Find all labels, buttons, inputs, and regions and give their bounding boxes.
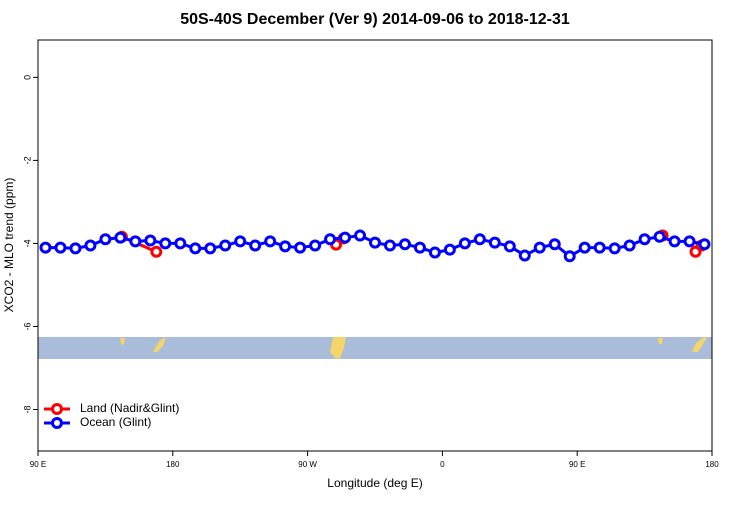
data-point: [279, 240, 292, 253]
data-point: [518, 249, 531, 262]
x-tick-label: 90 E: [569, 460, 585, 469]
data-point: [324, 233, 337, 246]
data-point: [369, 236, 381, 249]
data-point: [354, 229, 367, 242]
data-point: [204, 242, 217, 255]
data-point: [99, 233, 112, 246]
data-point: [638, 233, 651, 246]
data-point: [144, 234, 157, 247]
data-point: [548, 238, 561, 251]
x-tick-label: 0: [440, 460, 445, 469]
data-point: [623, 239, 636, 252]
legend-label: Ocean (Glint): [80, 415, 151, 429]
data-point: [39, 241, 52, 254]
data-point: [428, 246, 441, 259]
data-point: [488, 236, 501, 249]
data-point: [150, 245, 163, 258]
data-point: [129, 235, 142, 248]
chart-title: 50S-40S December (Ver 9) 2014-09-06 to 2…: [180, 11, 570, 28]
data-point: [339, 231, 352, 244]
data-point: [578, 241, 591, 254]
map-strip: [38, 337, 712, 359]
data-point: [219, 239, 232, 252]
data-point: [114, 231, 127, 244]
data-point: [458, 237, 471, 250]
data-point: [84, 239, 97, 252]
x-tick-label: 180: [705, 460, 719, 469]
data-point: [398, 238, 411, 251]
data-point: [683, 235, 696, 248]
data-point: [54, 241, 67, 254]
y-tick-label: -8: [22, 405, 32, 413]
y-tick-label: -4: [22, 239, 32, 247]
data-point: [473, 233, 486, 246]
x-tick-label: 180: [166, 460, 180, 469]
y-tick-label: 0: [22, 75, 32, 80]
y-tick-label: -6: [22, 322, 32, 330]
data-point: [174, 237, 187, 250]
x-axis-label: Longitude (deg E): [327, 476, 422, 490]
data-point: [668, 235, 681, 248]
data-point: [234, 235, 247, 248]
data-point: [563, 250, 576, 263]
data-point: [653, 230, 666, 243]
data-point: [413, 241, 426, 254]
legend-label: Land (Nadir&Glint): [80, 401, 179, 415]
data-point: [249, 239, 262, 252]
plot-frame: [37, 39, 713, 452]
data-point: [503, 240, 516, 253]
legend-marker: [51, 417, 63, 429]
data-point: [698, 238, 711, 251]
data-point: [159, 237, 172, 250]
data-point: [189, 242, 202, 255]
x-tick-label: 90 E: [30, 460, 46, 469]
y-axis-label: XCO2 - MLO trend (ppm): [2, 178, 16, 313]
legend-marker: [51, 403, 63, 415]
data-point: [533, 241, 546, 254]
data-point: [593, 241, 606, 254]
data-point: [294, 241, 307, 254]
data-point: [608, 242, 621, 255]
data-point: [264, 235, 277, 248]
data-point: [309, 239, 322, 252]
y-tick-label: -2: [22, 156, 32, 164]
x-tick-label: 90 W: [298, 460, 317, 469]
data-point: [443, 243, 456, 256]
data-point: [69, 242, 82, 255]
data-point: [383, 239, 396, 252]
